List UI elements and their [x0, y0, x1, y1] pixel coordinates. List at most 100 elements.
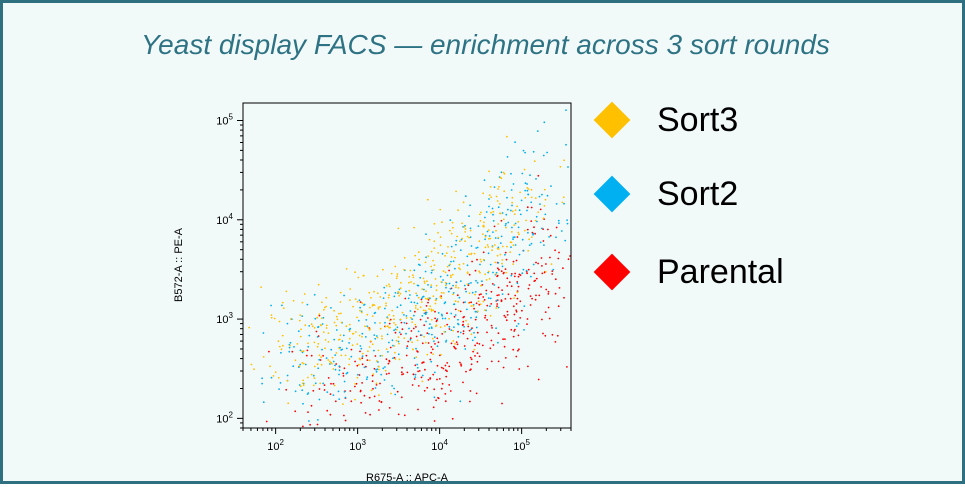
scatter-point	[517, 275, 520, 278]
scatter-point	[462, 332, 465, 335]
scatter-point	[493, 284, 496, 286]
scatter-point	[474, 355, 476, 357]
scatter-point	[301, 382, 304, 385]
scatter-point	[479, 271, 481, 274]
scatter-point	[422, 361, 424, 364]
scatter-point	[501, 259, 504, 261]
scatter-point	[395, 277, 398, 280]
scatter-point	[489, 263, 492, 266]
scatter-point	[502, 338, 504, 341]
scatter-point	[250, 363, 253, 366]
scatter-point	[457, 309, 460, 312]
scatter-point	[401, 373, 403, 376]
scatter-point	[380, 401, 383, 403]
scatter-point	[449, 219, 452, 221]
scatter-point	[299, 385, 302, 388]
scatter-point	[427, 284, 429, 286]
scatter-point	[484, 216, 486, 219]
scatter-point	[496, 200, 499, 202]
scatter-point	[475, 247, 478, 249]
series-parental	[265, 174, 571, 428]
scatter-point	[354, 398, 356, 401]
scatter-point	[384, 321, 386, 324]
scatter-point	[548, 236, 550, 238]
scatter-point	[452, 292, 455, 294]
scatter-point	[302, 402, 304, 405]
scatter-point	[356, 316, 358, 319]
scatter-point	[424, 261, 427, 264]
scatter-point	[470, 305, 473, 307]
scatter-point	[376, 275, 379, 278]
scatter-point	[436, 378, 438, 381]
scatter-point	[407, 297, 410, 300]
scatter-point	[453, 346, 456, 349]
scatter-point	[337, 338, 340, 341]
scatter-point	[357, 276, 360, 279]
scatter-point	[517, 322, 520, 325]
scatter-point	[375, 360, 378, 362]
scatter-point	[338, 347, 341, 350]
scatter-point	[390, 272, 393, 275]
scatter-point	[341, 340, 344, 342]
scatter-point	[399, 287, 402, 290]
scatter-point	[482, 258, 485, 261]
scatter-point	[469, 229, 472, 232]
scatter-point	[475, 302, 478, 305]
scatter-point	[388, 372, 390, 375]
scatter-point	[514, 244, 517, 246]
scatter-point	[525, 219, 527, 222]
scatter-point	[461, 237, 464, 240]
scatter-point	[475, 279, 477, 282]
scatter-point	[396, 326, 399, 329]
scatter-point	[523, 168, 526, 171]
scatter-point	[379, 327, 382, 330]
scatter-point	[391, 339, 394, 342]
scatter-point	[307, 411, 309, 413]
scatter-point	[506, 314, 509, 316]
scatter-point	[450, 276, 452, 279]
scatter-point	[465, 370, 467, 373]
scatter-point	[427, 342, 430, 344]
scatter-point	[453, 326, 455, 328]
scatter-point	[506, 277, 509, 280]
scatter-point	[515, 259, 518, 262]
scatter-point	[514, 141, 516, 144]
scatter-point	[416, 339, 419, 342]
scatter-point	[308, 420, 310, 422]
scatter-point	[378, 409, 380, 411]
scatter-point	[452, 293, 454, 296]
scatter-point	[436, 318, 439, 320]
scatter-point	[544, 311, 547, 313]
scatter-point	[420, 376, 423, 379]
scatter-point	[350, 348, 353, 351]
scatter-point	[440, 387, 443, 390]
scatter-point	[412, 276, 415, 279]
scatter-point	[399, 304, 402, 307]
scatter-point	[304, 363, 307, 366]
scatter-point	[547, 290, 550, 293]
scatter-point	[563, 296, 565, 299]
scatter-point	[509, 251, 512, 254]
scatter-point	[319, 359, 322, 361]
scatter-point	[453, 250, 455, 253]
scatter-point	[526, 323, 528, 325]
scatter-point	[262, 332, 265, 334]
scatter-point	[308, 334, 311, 337]
scatter-point	[468, 236, 471, 239]
scatter-point	[388, 283, 390, 286]
scatter-point	[317, 367, 320, 370]
scatter-point	[419, 318, 422, 321]
scatter-point	[414, 376, 417, 378]
scatter-point	[270, 304, 272, 307]
scatter-point	[516, 297, 519, 300]
scatter-point	[478, 270, 480, 273]
scatter-point	[511, 210, 514, 213]
scatter-point	[421, 288, 424, 291]
scatter-point	[261, 377, 263, 380]
scatter-point	[307, 342, 309, 345]
scatter-point	[430, 327, 433, 329]
scatter-point	[343, 414, 345, 417]
scatter-point	[420, 301, 423, 303]
scatter-point	[360, 401, 362, 404]
